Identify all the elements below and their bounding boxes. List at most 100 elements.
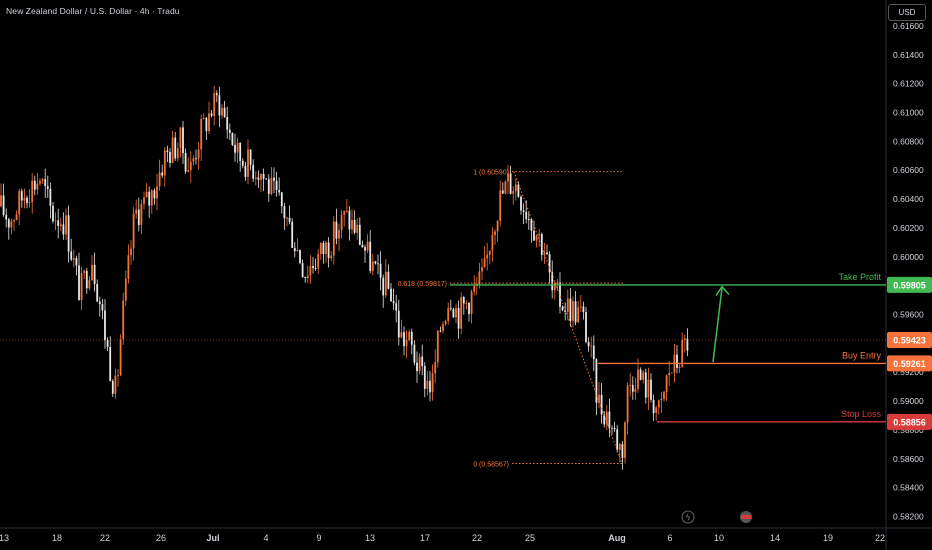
candle-body <box>631 384 634 392</box>
candle-body <box>468 302 470 314</box>
candle-body <box>436 330 439 363</box>
candle-body <box>598 394 600 403</box>
candle-body <box>65 215 67 235</box>
candle-body <box>637 369 639 389</box>
candle-body <box>150 190 153 206</box>
candle-body <box>665 375 668 392</box>
candle-body <box>124 278 127 301</box>
fib-level-label: 1 (0.60590) <box>473 170 509 177</box>
candle-body <box>670 372 673 374</box>
level-price-tag <box>887 413 932 430</box>
y-tick-label: 0.58200 <box>893 511 924 521</box>
y-tick-label: 0.60000 <box>893 252 924 262</box>
candle-body <box>361 244 364 248</box>
candle-body <box>31 180 34 203</box>
candle-body <box>535 235 538 241</box>
candle-body <box>405 339 408 347</box>
candle-body <box>309 266 312 276</box>
candle-body <box>184 153 187 172</box>
candle-body <box>356 224 359 233</box>
candle-body <box>91 264 93 281</box>
candle-body <box>174 137 177 159</box>
candle-body <box>486 254 489 259</box>
candle-body <box>286 217 288 219</box>
level-name-take-profit: Take Profit <box>838 272 881 282</box>
candle-body <box>322 242 325 255</box>
candle-body <box>176 148 179 159</box>
level-price-label: 0.58856 <box>893 417 926 427</box>
candle-body <box>657 400 660 408</box>
x-tick-label: 22 <box>875 533 885 543</box>
candle-body <box>2 195 5 215</box>
candle-body <box>296 249 299 252</box>
candle-body <box>262 173 265 179</box>
candle-body <box>54 220 57 222</box>
candle-body <box>556 282 559 284</box>
candle-body <box>273 177 275 181</box>
candle-body <box>104 310 106 341</box>
candle-body <box>145 191 148 198</box>
candle-body <box>574 301 577 323</box>
candle-body <box>249 149 252 165</box>
candle-body <box>241 160 244 166</box>
projection-arrow <box>712 287 723 363</box>
candle-body <box>449 308 452 310</box>
candle-body <box>135 209 138 214</box>
candle-body <box>621 444 624 458</box>
candle-body <box>390 288 392 302</box>
candle-body <box>553 283 556 291</box>
candle-body <box>75 258 78 266</box>
candle-body <box>49 188 52 206</box>
candle-body <box>608 411 611 428</box>
fib-level-label: 0 (0.58567) <box>473 462 509 469</box>
candle-body <box>137 209 140 225</box>
candle-body <box>494 231 496 236</box>
candle-body <box>379 263 382 278</box>
currency-button[interactable]: USD <box>888 4 926 21</box>
candle-body <box>540 234 543 255</box>
candle-body <box>444 320 447 325</box>
candle-body <box>221 107 223 116</box>
candle-body <box>52 205 54 222</box>
candle-body <box>72 258 75 260</box>
fib-level-label: 0.618 (0.59817) <box>398 281 447 288</box>
level-price-tag <box>887 355 932 372</box>
candle-body <box>7 219 10 228</box>
y-tick-label: 0.59600 <box>893 309 924 319</box>
candle-body <box>195 158 197 160</box>
candle-body <box>260 173 262 180</box>
candle-body <box>156 186 158 199</box>
candle-body <box>457 307 460 329</box>
candle-body <box>117 375 119 377</box>
candle-body <box>559 282 561 307</box>
candle-body <box>299 249 301 264</box>
candle-body <box>158 172 161 187</box>
candle-body <box>236 142 239 153</box>
candle-body <box>148 191 151 206</box>
candle-body <box>319 242 322 254</box>
candle-body <box>585 312 587 342</box>
candle-body <box>41 179 44 181</box>
candle-body <box>343 210 346 215</box>
candle-body <box>228 129 231 133</box>
candle-body <box>595 359 598 403</box>
candle-body <box>561 306 564 311</box>
chart-title: New Zealand Dollar / U.S. Dollar · 4h · … <box>6 6 180 16</box>
candle-body <box>122 300 125 340</box>
candle-body <box>548 254 551 273</box>
candle-body <box>348 210 351 230</box>
candle-body <box>327 242 330 259</box>
candle-body <box>371 261 374 271</box>
x-tick-label: 18 <box>52 533 62 543</box>
x-tick-label: 6 <box>667 533 672 543</box>
candle-body <box>106 340 109 348</box>
candle-body <box>187 170 190 172</box>
candle-body <box>465 302 468 304</box>
candle-body <box>208 113 210 132</box>
candle-body <box>78 265 80 301</box>
candle-body <box>223 107 226 117</box>
candle-body <box>462 297 465 304</box>
candle-body <box>234 144 236 153</box>
y-tick-label: 0.61600 <box>893 21 924 31</box>
